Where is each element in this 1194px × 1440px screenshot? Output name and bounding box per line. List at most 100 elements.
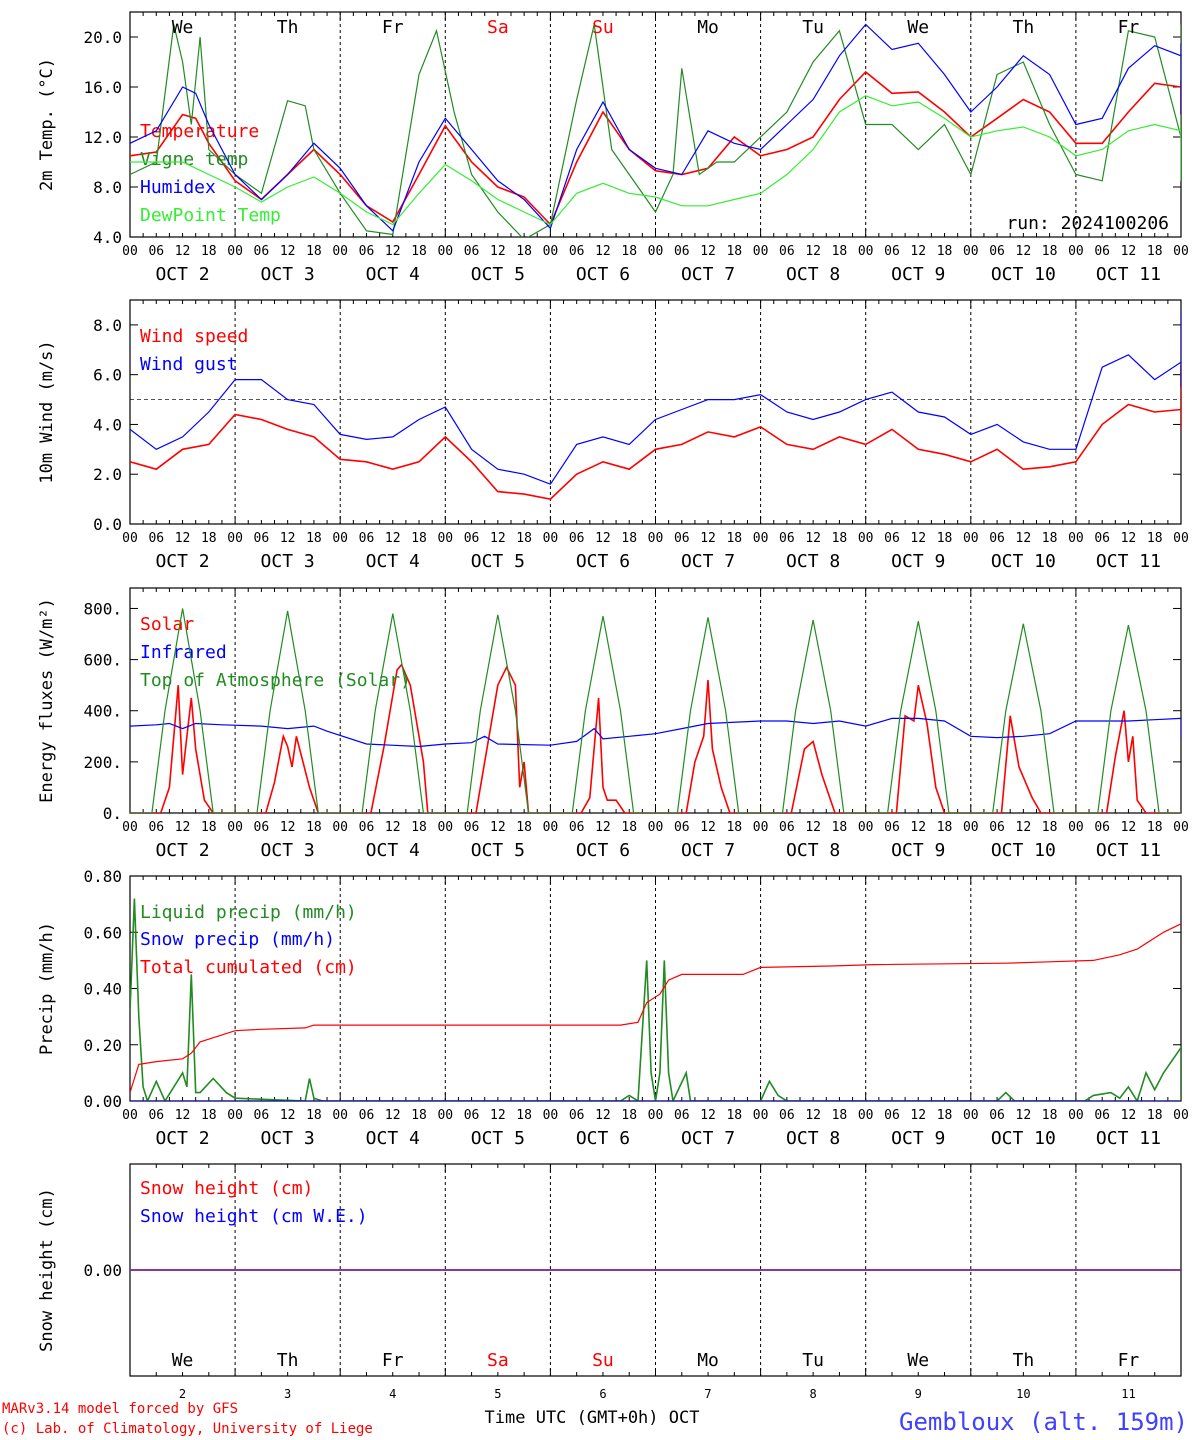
- hour-tick-label: 12: [490, 531, 506, 546]
- hour-tick-label: 12: [385, 531, 401, 546]
- panel-5: 0.00 Snow height (cm) Snow height (cm) Snow…: [37, 1163, 1182, 1401]
- hour-tick-label: 06: [989, 244, 1005, 259]
- station-title: Gembloux (alt. 159m): [899, 1408, 1188, 1436]
- hour-tick-label: 12: [175, 820, 191, 835]
- hour-tick-label: 00: [1173, 820, 1189, 835]
- hour-tick-label: 18: [1147, 820, 1163, 835]
- hour-tick-label: 06: [464, 1108, 480, 1123]
- weekday-label: Mo: [697, 1350, 719, 1371]
- date-label: OCT 9: [891, 840, 945, 861]
- hour-tick-label: 12: [175, 1108, 191, 1123]
- y-axis-label: 2m Temp. (°C): [37, 58, 57, 191]
- hour-tick-label: 18: [832, 244, 848, 259]
- legend-entry: Snow height (cm W.E.): [140, 1206, 368, 1227]
- hour-tick-label: 18: [306, 244, 322, 259]
- hour-tick-label: 12: [700, 1108, 716, 1123]
- hour-tick-label: 12: [595, 820, 611, 835]
- y-tick-label: 0.: [103, 804, 122, 823]
- hour-tick-label: 06: [148, 531, 164, 546]
- hour-tick-label: 18: [411, 531, 427, 546]
- hour-tick-label: 18: [832, 1108, 848, 1123]
- hour-tick-label: 12: [595, 244, 611, 259]
- day-number-label: 6: [599, 1387, 606, 1401]
- hour-tick-label: 06: [779, 820, 795, 835]
- hour-tick-label: 06: [359, 1108, 375, 1123]
- y-tick-label: 200.: [83, 753, 122, 772]
- hour-tick-label: 06: [1094, 244, 1110, 259]
- hour-tick-label: 12: [700, 820, 716, 835]
- hour-tick-label: 18: [516, 244, 532, 259]
- hour-tick-label: 00: [437, 531, 453, 546]
- hour-tick-label: 06: [148, 820, 164, 835]
- legend-entry: Wind speed: [140, 326, 248, 347]
- credit-line-2: (c) Lab. of Climatology, University of L…: [2, 1421, 373, 1437]
- hour-tick-label: 18: [937, 244, 953, 259]
- hour-tick-label: 06: [359, 531, 375, 546]
- date-label: OCT 4: [366, 840, 420, 861]
- date-label: OCT 5: [471, 1128, 525, 1149]
- plot-frame: [129, 299, 1182, 525]
- hour-tick-label: 00: [227, 1108, 243, 1123]
- hour-tick-label: 18: [516, 820, 532, 835]
- hour-tick-label: 18: [726, 820, 742, 835]
- hour-tick-label: 00: [227, 244, 243, 259]
- hour-tick-label: 00: [648, 531, 664, 546]
- series-line: [130, 24, 1181, 237]
- hour-tick-label: 18: [201, 820, 217, 835]
- legend-entry: Top of Atmosphere (Solar): [140, 670, 411, 691]
- panel-1: 4.0 8.0 12.0 16.0 20.0 2m Temp. (°C) Temperatu…: [37, 11, 1189, 285]
- hour-tick-label: 00: [122, 1108, 138, 1123]
- weekday-label: Tu: [802, 17, 824, 38]
- hour-tick-label: 18: [411, 1108, 427, 1123]
- hour-tick-label: 12: [700, 244, 716, 259]
- y-tick-label: 0.00: [83, 1092, 122, 1111]
- date-label: OCT 9: [891, 1128, 945, 1149]
- date-label: OCT 7: [681, 551, 735, 572]
- hour-tick-label: 00: [1068, 1108, 1084, 1123]
- hour-tick-label: 06: [779, 531, 795, 546]
- date-label: OCT 11: [1096, 551, 1161, 572]
- series-line: [130, 923, 1181, 1093]
- panels: 4.08.012.016.020.02m Temp. (°C) Temperatu…: [37, 11, 1189, 1401]
- hour-tick-label: 00: [858, 820, 874, 835]
- hour-tick-label: 06: [674, 1108, 690, 1123]
- y-tick-label: 600.: [83, 651, 122, 670]
- hour-tick-label: 12: [1121, 1108, 1137, 1123]
- hour-tick-label: 06: [464, 244, 480, 259]
- series-line: [130, 898, 1181, 1101]
- date-label: OCT 2: [155, 840, 209, 861]
- weekday-label: Fr: [1118, 17, 1140, 38]
- hour-tick-label: 00: [1068, 244, 1084, 259]
- hour-tick-label: 00: [648, 1108, 664, 1123]
- date-label: OCT 3: [261, 551, 315, 572]
- y-tick-label: 12.0: [83, 128, 122, 147]
- hour-tick-label: 12: [1016, 1108, 1032, 1123]
- hour-tick-label: 00: [1173, 531, 1189, 546]
- plot-frame: [129, 587, 1182, 814]
- hour-tick-label: 00: [858, 244, 874, 259]
- hour-tick-label: 12: [910, 1108, 926, 1123]
- day-number-label: 4: [389, 1387, 396, 1401]
- weekday-label: Th: [1013, 1350, 1035, 1371]
- hour-tick-label: 00: [227, 531, 243, 546]
- hour-tick-label: 18: [201, 531, 217, 546]
- hour-tick-label: 00: [753, 1108, 769, 1123]
- hour-tick-label: 18: [832, 531, 848, 546]
- hour-tick-label: 06: [674, 244, 690, 259]
- y-tick-label: 0.20: [83, 1036, 122, 1055]
- hour-tick-label: 12: [910, 244, 926, 259]
- date-label: OCT 10: [991, 840, 1056, 861]
- weekday-label: Sa: [487, 1350, 509, 1371]
- hour-tick-label: 00: [648, 244, 664, 259]
- y-tick-label: 6.0: [93, 366, 122, 385]
- x-axis-label: Time UTC (GMT+0h) OCT: [485, 1408, 700, 1428]
- hour-tick-label: 12: [805, 531, 821, 546]
- hour-tick-label: 18: [1147, 1108, 1163, 1123]
- hour-tick-label: 00: [963, 531, 979, 546]
- legend-entry: Infrared: [140, 642, 227, 663]
- hour-tick-label: 00: [753, 244, 769, 259]
- hour-tick-label: 00: [1068, 531, 1084, 546]
- hour-tick-label: 12: [490, 820, 506, 835]
- series-line: [130, 364, 1181, 500]
